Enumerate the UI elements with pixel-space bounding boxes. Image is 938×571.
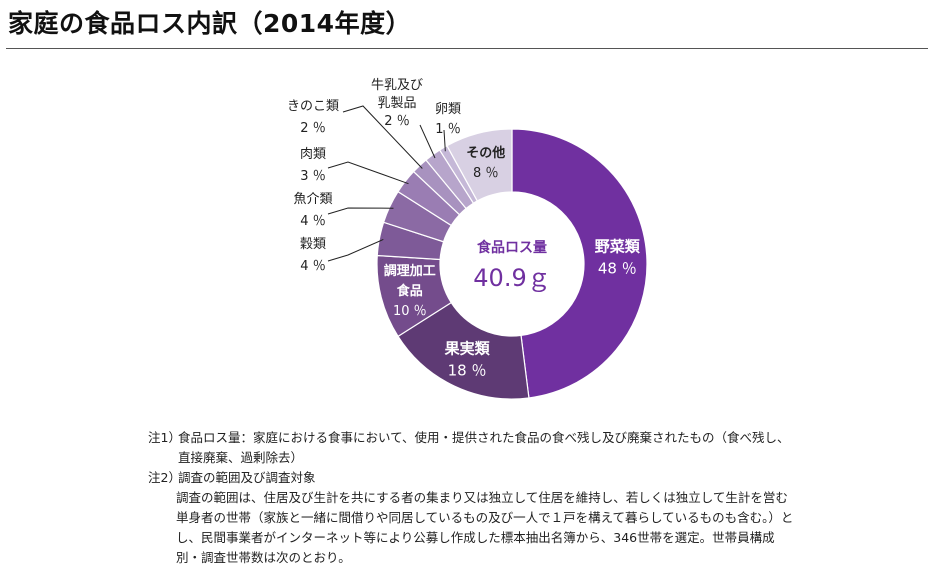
- data-label-pct: 2 ％: [384, 114, 409, 129]
- data-label-pct: 10 ％: [393, 304, 427, 319]
- note-2-title: 調査の範囲及び調査対象: [178, 470, 316, 485]
- data-label-name: 乳製品: [377, 96, 416, 111]
- data-label-name: 調理加工: [384, 263, 436, 279]
- leader-line: [327, 207, 394, 215]
- data-label-name: 穀類: [300, 237, 326, 252]
- data-label-name: その他: [466, 145, 505, 161]
- data-label-pct: 1 ％: [435, 122, 460, 137]
- data-label-name: 魚介類: [293, 192, 332, 207]
- data-label-name: きのこ類: [287, 99, 339, 114]
- data-label-pct: 8 ％: [473, 166, 498, 181]
- title-divider: [6, 48, 928, 49]
- center-value: 40.9ｇ: [473, 264, 550, 292]
- data-label-name: 肉類: [300, 147, 326, 162]
- note-1-label: 注1）: [148, 430, 181, 445]
- note-2-body: 調査の範囲は、住居及び生計を共にする者の集まり又は独立して住居を維持し、若しくは…: [176, 490, 794, 565]
- data-label-name: 野菜類: [595, 237, 641, 255]
- data-label-name: 卵類: [435, 102, 461, 117]
- leader-line: [342, 105, 423, 169]
- leader-line: [443, 129, 446, 152]
- data-label-name: 果実類: [444, 339, 491, 357]
- notes: 注1） 食品ロス量：家庭における食事において、使用・提供された食品の食べ残し及び…: [148, 428, 798, 568]
- data-label-pct: 4 ％: [300, 214, 325, 229]
- data-label-name: 食品: [397, 283, 423, 299]
- note-2-label: 注2）: [148, 470, 181, 485]
- data-label-pct: 2 ％: [300, 121, 325, 136]
- center-label: 食品ロス量: [477, 239, 547, 256]
- slice-その他: [446, 128, 513, 202]
- data-label-pct: 48 ％: [598, 259, 637, 277]
- data-label-name: 牛乳及び: [371, 78, 423, 93]
- slice-野菜類: [511, 128, 648, 399]
- leader-line: [327, 161, 409, 185]
- data-label-pct: 4 ％: [300, 259, 325, 274]
- data-label-pct: 18 ％: [448, 361, 487, 379]
- data-label-pct: 3 ％: [300, 169, 325, 184]
- page-title: 家庭の食品ロス内訳（2014年度）: [8, 9, 412, 38]
- note-1: 注1） 食品ロス量：家庭における食事において、使用・提供された食品の食べ残し及び…: [148, 428, 798, 468]
- note-1-text: 食品ロス量：家庭における食事において、使用・提供された食品の食べ残し及び廃棄され…: [178, 430, 790, 465]
- note-2: 注2） 調査の範囲及び調査対象: [148, 468, 798, 488]
- leader-line: [327, 238, 384, 262]
- leader-line: [419, 124, 436, 159]
